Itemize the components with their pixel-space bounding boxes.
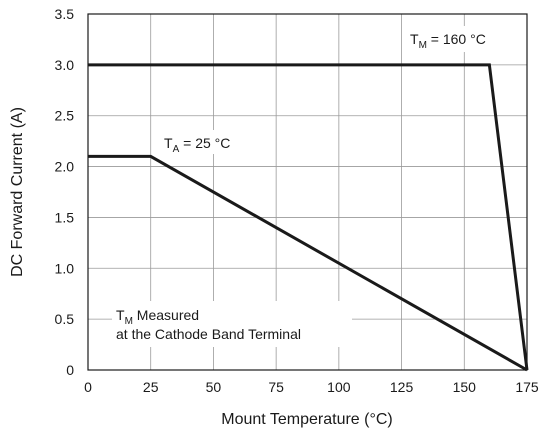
measured-label-line2: at the Cathode Band Terminal — [116, 326, 301, 342]
plot-frame — [87, 13, 528, 371]
x-tick-label: 25 — [143, 379, 159, 395]
x-tick-label: 125 — [390, 379, 414, 395]
x-axis-title: Mount Temperature (°C) — [221, 411, 393, 428]
y-tick-label: 0.5 — [55, 311, 75, 327]
x-tick-label: 75 — [268, 379, 284, 395]
measured-label-bg — [112, 301, 352, 347]
ta-25-label-bg — [160, 130, 256, 154]
series-line-2 — [88, 154, 528, 372]
measured-label-line1: TM Measured — [116, 307, 199, 327]
x-tick-labels: 0 25 50 75 100 125 150 175 — [84, 379, 539, 395]
y-tick-label: 3.5 — [55, 6, 75, 22]
x-tick-label: 175 — [515, 379, 539, 395]
y-tick-labels: 0 0.5 1.0 1.5 2.0 2.5 3.0 3.5 — [55, 6, 75, 378]
series-line-1 — [88, 63, 529, 371]
tm-160-label: TM = 160 °C — [410, 31, 486, 51]
x-tick-label: 0 — [84, 379, 92, 395]
y-tick-label: 2.5 — [55, 108, 75, 124]
series-layer — [88, 63, 529, 372]
x-tick-label: 50 — [206, 379, 222, 395]
y-tick-label: 3.0 — [55, 57, 75, 73]
y-tick-label: 1.5 — [55, 209, 75, 225]
y-tick-label: 2.0 — [55, 159, 75, 175]
y-tick-label: 1.0 — [55, 260, 75, 276]
y-tick-label: 0 — [66, 362, 74, 378]
horizontal-gridlines — [88, 64, 527, 320]
x-tick-label: 100 — [327, 379, 351, 395]
ta-25-label: TA = 25 °C — [164, 135, 230, 155]
tm-160-label-bg — [406, 26, 516, 52]
x-tick-label: 150 — [453, 379, 477, 395]
y-axis-title: DC Forward Current (A) — [9, 107, 26, 277]
